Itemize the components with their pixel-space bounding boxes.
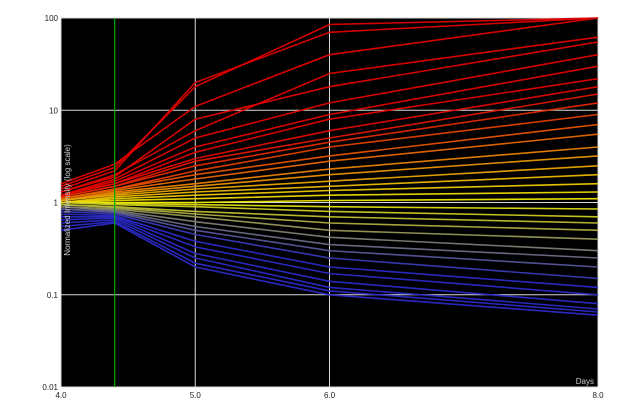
series-line	[61, 216, 599, 296]
series-lines	[60, 17, 599, 316]
y-tick-label: 0.01	[42, 383, 58, 392]
series-line	[60, 17, 599, 188]
series-line	[60, 155, 599, 202]
y-tick-label: 0.1	[47, 291, 59, 300]
series-line	[60, 208, 599, 268]
series-line	[60, 53, 599, 196]
series-line	[60, 220, 599, 313]
x-tick-label: 4.0	[55, 391, 67, 400]
series-line	[60, 217, 599, 305]
y-tick-label: 100	[45, 14, 59, 23]
series-line	[60, 41, 599, 193]
y-axis-title: Normalized Intensity (log scale)	[63, 144, 72, 256]
series-line	[60, 203, 599, 232]
series-line	[60, 191, 599, 204]
series-line	[60, 133, 599, 200]
series-line	[60, 85, 599, 196]
series-line	[60, 123, 599, 200]
series-line	[60, 146, 599, 202]
series-line	[60, 218, 599, 310]
series-line	[60, 173, 599, 204]
series-line	[60, 36, 599, 193]
series-line	[60, 205, 599, 240]
series-line	[60, 205, 599, 252]
series-line	[60, 17, 599, 190]
series-line	[60, 165, 599, 202]
x-tick-label: 6.0	[324, 391, 336, 400]
x-tick-label: 8.0	[592, 391, 604, 400]
series-line	[60, 201, 599, 210]
x-tick-label: 5.0	[190, 391, 202, 400]
y-tick-label: 1	[54, 199, 59, 208]
series-line	[60, 65, 599, 196]
y-tick-label: 10	[49, 106, 58, 115]
series-line	[60, 182, 599, 204]
tick-labels: 0.01 0.1 1 10 100 4.0 5.0 6.0 8.0	[42, 14, 604, 400]
series-line	[60, 222, 599, 316]
series-line	[60, 210, 599, 280]
series-line	[60, 213, 599, 289]
series-line	[60, 102, 599, 198]
series-line	[60, 201, 599, 218]
series-line	[60, 17, 599, 185]
x-axis-title: Days	[576, 377, 594, 386]
